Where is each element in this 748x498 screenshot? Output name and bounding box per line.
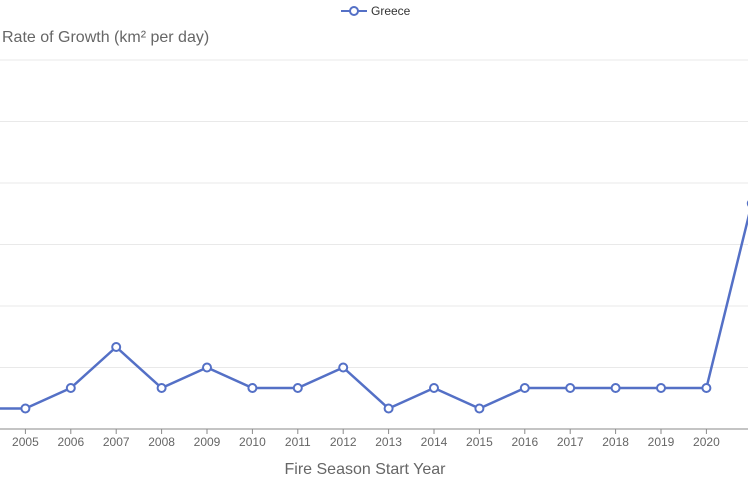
data-point[interactable] [338, 362, 349, 373]
x-tick-label: 2008 [148, 435, 175, 449]
data-point[interactable] [65, 383, 76, 393]
data-point[interactable] [292, 383, 303, 393]
legend[interactable]: Greece [341, 4, 411, 18]
x-tick-label: 2019 [648, 435, 675, 449]
data-point[interactable] [429, 383, 439, 393]
data-point[interactable] [111, 342, 122, 352]
legend-marker-icon [349, 6, 359, 16]
legend-label-greece: Greece [371, 4, 411, 18]
data-point[interactable] [156, 383, 167, 393]
x-tick-label: 2006 [57, 435, 84, 449]
x-tick-label: 2018 [602, 435, 629, 449]
y-axis-title: Rate of Growth (km² per day) [2, 29, 209, 46]
data-point[interactable] [656, 383, 666, 393]
x-tick-label: 2020 [693, 435, 720, 449]
x-axis-title: Fire Season Start Year [285, 461, 447, 478]
x-axis-ticks: 2005 2006 2007 2008 2009 2010 2011 2012 2013 2014… [12, 429, 720, 449]
data-point[interactable] [701, 383, 712, 393]
x-tick-label: 2010 [239, 435, 266, 449]
x-tick-label: 2016 [511, 435, 538, 449]
data-point[interactable] [247, 383, 258, 393]
x-tick-label: 2013 [375, 435, 402, 449]
grid-lines [0, 59, 748, 368]
x-tick-label: 2009 [194, 435, 221, 449]
data-point[interactable] [474, 403, 485, 414]
x-tick-label: 2011 [285, 435, 311, 449]
data-point[interactable] [383, 403, 394, 414]
data-point[interactable] [519, 383, 530, 393]
data-point[interactable] [20, 403, 31, 414]
data-point[interactable] [610, 383, 621, 393]
x-tick-label: 2015 [466, 435, 493, 449]
data-point[interactable] [202, 362, 212, 373]
series-line [0, 213, 748, 410]
data-point[interactable] [565, 383, 576, 393]
x-tick-label: 2012 [330, 435, 357, 449]
x-tick-label: 2014 [421, 435, 448, 449]
series-greece[interactable] [0, 200, 748, 414]
x-tick-label: 2005 [12, 435, 39, 449]
x-tick-label: 2017 [557, 435, 584, 449]
x-tick-label: 2007 [103, 435, 130, 449]
